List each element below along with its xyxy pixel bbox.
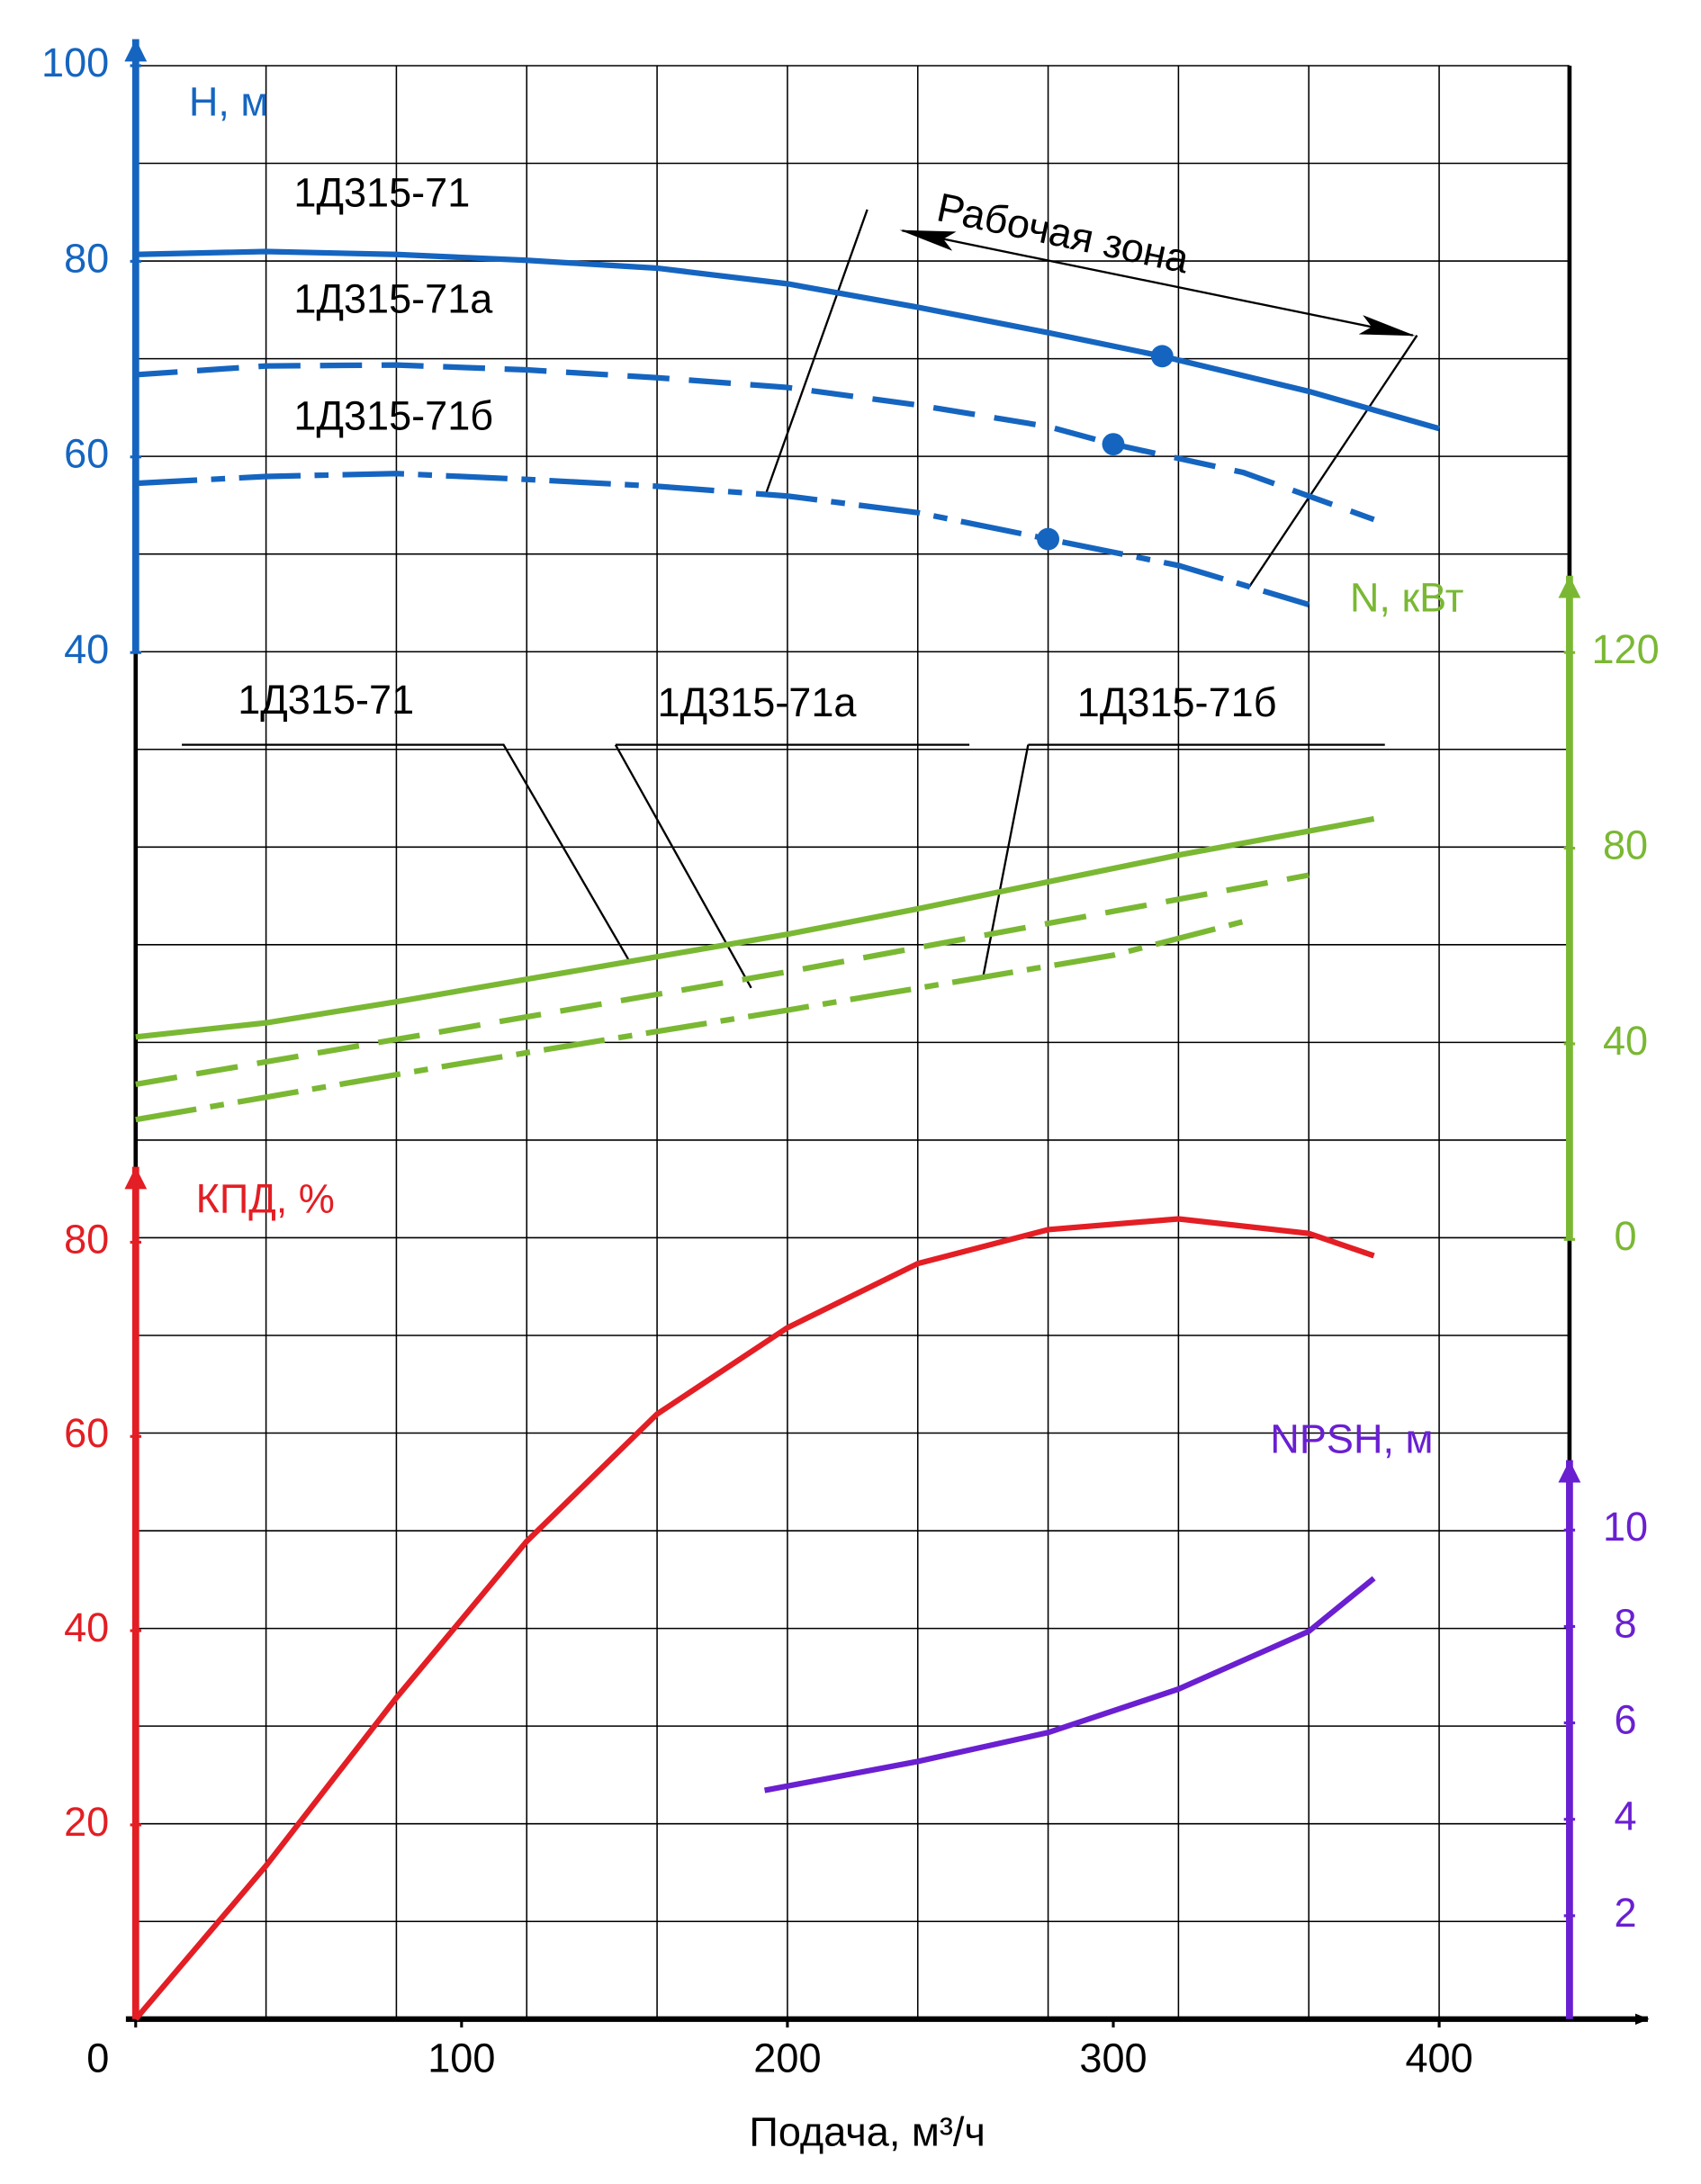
zone-arrow (899, 229, 1416, 337)
y-tick-label: 40 (64, 626, 109, 672)
y-tick-label: 4 (1615, 1793, 1637, 1839)
curve-label: 1Д315-71а (658, 679, 858, 725)
y-tick-label: 80 (64, 1216, 109, 1262)
y-tick-label: 20 (64, 1799, 109, 1845)
axis-label: КПД, % (196, 1175, 335, 1221)
x-tick-label: 400 (1405, 2035, 1472, 2081)
series-line (135, 919, 1245, 1123)
annotation: Рабочая зона (933, 184, 1193, 282)
duty-point (1102, 433, 1125, 456)
y-tick-label: 80 (64, 235, 109, 281)
leaders (182, 209, 1418, 989)
y-tick-label: 60 (64, 1410, 109, 1456)
axis-label: H, м (189, 78, 269, 124)
leader-line (982, 743, 1385, 976)
series-line (135, 471, 1310, 607)
axis-label: NPSH, м (1270, 1416, 1433, 1461)
zone-boundary (765, 209, 868, 492)
curve-label: 1Д315-71б (293, 393, 493, 439)
series-line (135, 872, 1310, 1088)
y-tick-label: 0 (1615, 1213, 1637, 1259)
duty-point (1037, 527, 1060, 551)
curve-label: 1Д315-71а (293, 275, 493, 321)
x-tick-label: 0 (86, 2035, 109, 2081)
curve-label: 1Д315-71б (1077, 679, 1277, 725)
y-tick-label: 40 (64, 1604, 109, 1650)
grid (134, 65, 1570, 2020)
y-tick-label: 60 (64, 431, 109, 477)
series-line (133, 1216, 1375, 2021)
y-tick-label: 10 (1603, 1504, 1648, 1550)
curve-label: 1Д315-71 (293, 169, 470, 215)
y-tick-label: 40 (1603, 1018, 1648, 1064)
series-line (135, 815, 1375, 1040)
x-tick-label: 100 (428, 2035, 495, 2081)
y-tick-label: 80 (1603, 822, 1648, 867)
y-tick-label: 2 (1615, 1890, 1637, 1936)
axis-label: N, кВт (1350, 575, 1464, 621)
y-tick-label: 6 (1615, 1697, 1637, 1743)
x-tick-label: 300 (1079, 2035, 1147, 2081)
y-tick-label: 8 (1615, 1600, 1637, 1646)
series-line (135, 248, 1440, 432)
series-line (135, 362, 1375, 523)
y-tick-label: 100 (41, 40, 109, 85)
leader-line (182, 743, 631, 962)
curve-label: 1Д315-71 (238, 677, 414, 723)
y-tick-label: 120 (1591, 626, 1659, 672)
series-line (763, 1576, 1376, 1793)
zone-boundary (1247, 335, 1418, 588)
duty-point (1150, 345, 1174, 368)
leader-line (614, 743, 970, 989)
x-axis-label: Подача, м³/ч (749, 2109, 985, 2155)
x-tick-label: 200 (753, 2035, 821, 2081)
